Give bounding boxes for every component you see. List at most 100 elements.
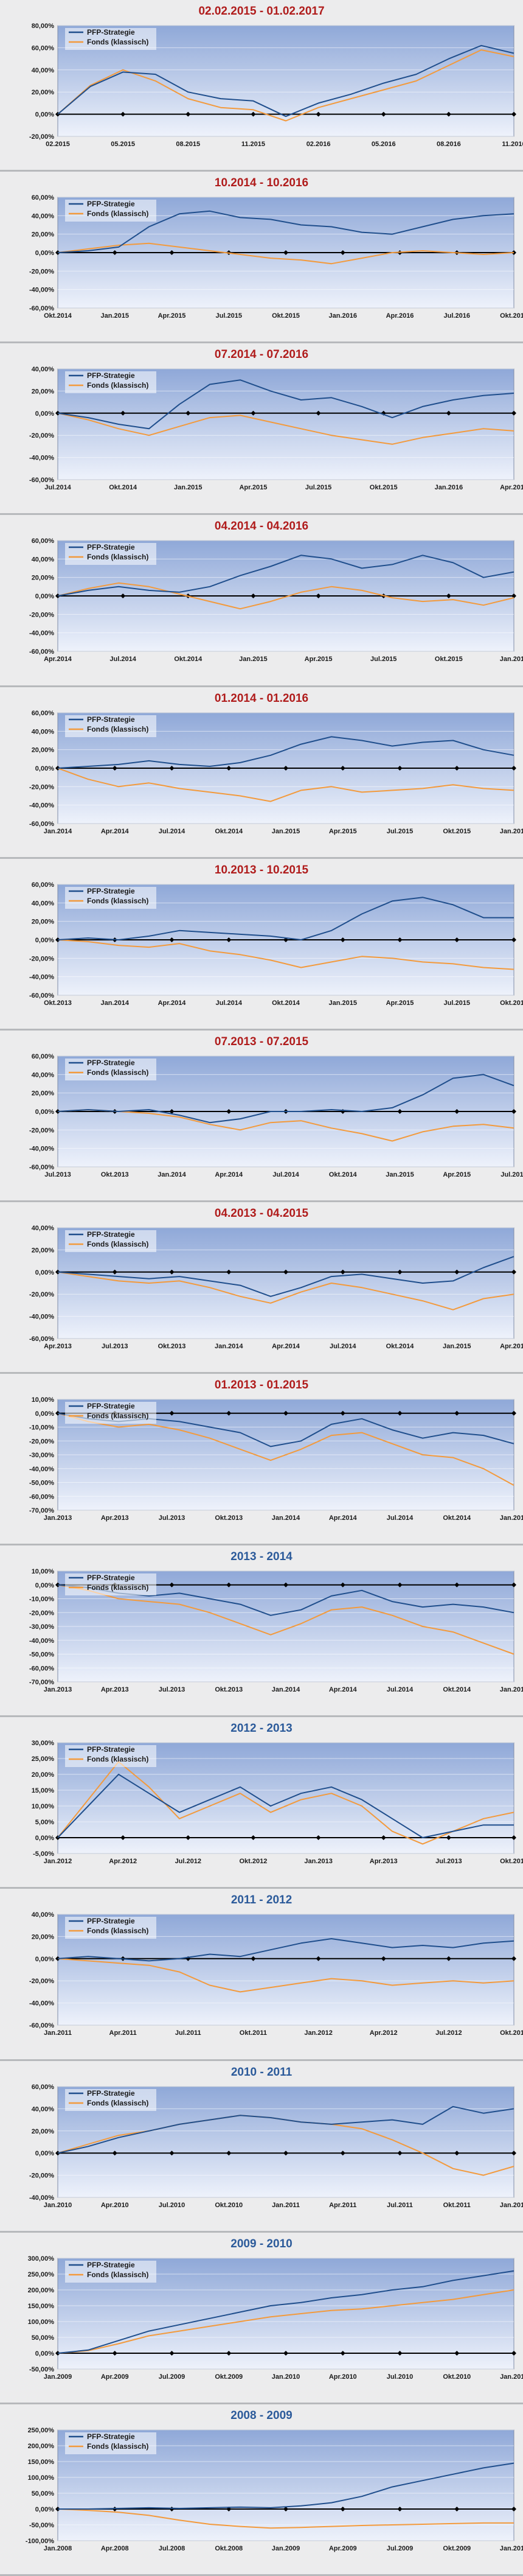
chart-panel: 2012 - 2013 -5,00% 0,00% 5,00% 10,00% 15,00% 2… bbox=[0, 1717, 523, 1889]
x-tick-label: Jan.2013 bbox=[44, 1514, 72, 1522]
y-tick-label: -40,00% bbox=[29, 630, 54, 637]
zero-marker bbox=[446, 411, 451, 416]
legend-label: PFP-Strategie bbox=[87, 543, 135, 551]
x-tick-label: Jan.2009 bbox=[44, 2373, 72, 2381]
zero-marker bbox=[340, 2506, 345, 2511]
x-tick-label: Jan.2016 bbox=[435, 484, 463, 491]
x-tick-label: Okt.2015 bbox=[272, 312, 300, 320]
y-tick-label: 10,00% bbox=[32, 1803, 55, 1810]
chart-panel: 2008 - 2009 -100,00% -50,00% 0,00% 50,00% 100… bbox=[0, 2404, 523, 2576]
series-line-fund bbox=[57, 1584, 514, 1655]
zero-marker bbox=[112, 1269, 117, 1275]
zero-marker bbox=[185, 111, 191, 117]
y-tick-label: -40,00% bbox=[29, 973, 54, 981]
x-tick-label: Jan.2015 bbox=[239, 656, 267, 663]
legend-label: PFP-Strategie bbox=[87, 28, 135, 37]
y-tick-label: 0,00% bbox=[35, 2506, 54, 2513]
x-tick-label: Jan.2013 bbox=[44, 1686, 72, 1693]
y-tick-label: 40,00% bbox=[32, 212, 55, 220]
y-tick-label: 300,00% bbox=[28, 2255, 55, 2263]
x-tick-label: Apr.2012 bbox=[109, 1858, 137, 1865]
series-line-strategy bbox=[57, 1074, 514, 1123]
zero-marker bbox=[283, 2150, 288, 2155]
y-tick-label: -40,00% bbox=[29, 287, 54, 294]
x-tick-label: Okt.2013 bbox=[215, 1514, 243, 1522]
zero-marker bbox=[226, 1108, 232, 1114]
chart-title: 2009 - 2010 bbox=[230, 2237, 293, 2250]
legend-label: PFP-Strategie bbox=[87, 2432, 135, 2441]
zero-marker bbox=[397, 1269, 403, 1275]
x-tick-label: Okt.2013 bbox=[500, 1858, 523, 1865]
series-line-fund bbox=[57, 49, 514, 122]
chart-svg: -60,00% -40,00% -20,00% 0,00% 20,00% 40,00% Ja… bbox=[29, 1911, 523, 2037]
chart-title: 2011 - 2012 bbox=[230, 1894, 293, 1907]
x-tick-label: Apr.2015 bbox=[443, 1171, 471, 1178]
chart-title: 2012 - 2013 bbox=[230, 1722, 293, 1735]
legend-label: Fonds (klassisch) bbox=[87, 2442, 148, 2451]
chart-panel: 04.2013 - 04.2015 -60,00% -40,00% -20,00% 0,… bbox=[0, 1202, 523, 1374]
zero-marker bbox=[511, 1410, 516, 1416]
x-tick-label: Jul.2015 bbox=[370, 656, 397, 663]
legend-label: Fonds (klassisch) bbox=[87, 2270, 148, 2279]
y-tick-label: -60,00% bbox=[29, 992, 54, 999]
x-tick-label: Jan.2015 bbox=[272, 828, 300, 835]
x-tick-label: Jan.2013 bbox=[304, 1858, 332, 1865]
zero-marker bbox=[511, 765, 516, 771]
chart-svg: -70,00% -60,00% -50,00% -40,00% -30,00% -20,0… bbox=[29, 1396, 523, 1522]
zero-marker bbox=[511, 111, 516, 117]
x-tick-label: Jul.2014 bbox=[387, 1686, 414, 1693]
x-tick-label: Okt.2015 bbox=[500, 999, 523, 1007]
zero-marker bbox=[340, 2150, 345, 2155]
zero-marker bbox=[316, 1835, 321, 1841]
y-tick-label: 0,00% bbox=[35, 1956, 54, 1963]
zero-marker bbox=[397, 765, 403, 771]
x-tick-label: Jan.2014 bbox=[101, 999, 130, 1007]
y-tick-label: 100,00% bbox=[28, 2319, 55, 2326]
y-tick-label: -10,00% bbox=[29, 1596, 54, 1603]
y-tick-label: 60,00% bbox=[32, 537, 55, 545]
zero-marker bbox=[316, 1956, 321, 1962]
zero-marker bbox=[511, 1269, 516, 1275]
zero-marker bbox=[454, 1410, 460, 1416]
x-tick-label: Okt.2014 bbox=[215, 828, 243, 835]
chart-panel: 01.2014 - 01.2016 -60,00% -40,00% -20,00% 0,… bbox=[0, 687, 523, 859]
y-tick-label: -60,00% bbox=[29, 1164, 54, 1171]
x-tick-label: Okt.2013 bbox=[44, 999, 72, 1007]
legend-label: PFP-Strategie bbox=[87, 1745, 135, 1754]
y-tick-label: -60,00% bbox=[29, 1665, 54, 1672]
chart-svg: -50,00% 0,00% 50,00% 100,00% 150,00% 200,00% 2… bbox=[28, 2255, 523, 2381]
x-tick-label: Jul.2016 bbox=[444, 312, 470, 320]
y-tick-label: -20,00% bbox=[29, 1291, 54, 1298]
chart-panel: 01.2013 - 01.2015 -70,00% -60,00% -50,00% -4… bbox=[0, 1374, 523, 1546]
x-tick-label: Jan.2015 bbox=[443, 1343, 471, 1350]
x-tick-label: Jul.2014 bbox=[159, 828, 185, 835]
y-tick-label: 60,00% bbox=[32, 1053, 55, 1060]
x-tick-label: Okt.2015 bbox=[435, 656, 463, 663]
zero-marker bbox=[251, 411, 256, 416]
y-tick-label: 40,00% bbox=[32, 728, 55, 735]
y-tick-label: 20,00% bbox=[32, 575, 55, 582]
x-tick-label: Jul.2014 bbox=[330, 1343, 356, 1350]
zero-marker bbox=[397, 2350, 403, 2356]
x-tick-label: Apr.2013 bbox=[370, 1858, 398, 1865]
y-tick-label: -40,00% bbox=[29, 802, 54, 809]
legend-label: PFP-Strategie bbox=[87, 1059, 135, 1067]
legend-label: Fonds (klassisch) bbox=[87, 897, 148, 905]
x-tick-label: 08.2015 bbox=[176, 141, 200, 148]
series-line-fund bbox=[57, 583, 514, 610]
x-tick-label: Jan.2010 bbox=[44, 2202, 72, 2209]
x-tick-label: Okt.2012 bbox=[500, 2029, 523, 2037]
legend-label: PFP-Strategie bbox=[87, 200, 135, 208]
x-tick-label: Jul.2010 bbox=[159, 2202, 185, 2209]
x-tick-label: Jan.2012 bbox=[304, 2029, 332, 2037]
y-tick-label: -20,00% bbox=[29, 783, 54, 791]
y-tick-label: 40,00% bbox=[32, 67, 55, 74]
legend-label: PFP-Strategie bbox=[87, 715, 135, 724]
x-tick-label: Jan.2015 bbox=[174, 484, 202, 491]
zero-marker bbox=[446, 593, 451, 599]
series-line-fund bbox=[57, 2508, 514, 2529]
legend-label: PFP-Strategie bbox=[87, 1402, 135, 1410]
y-tick-label: 40,00% bbox=[32, 1225, 55, 1232]
x-tick-label: Okt.2013 bbox=[101, 1171, 129, 1178]
x-tick-label: Okt.2014 bbox=[109, 484, 137, 491]
